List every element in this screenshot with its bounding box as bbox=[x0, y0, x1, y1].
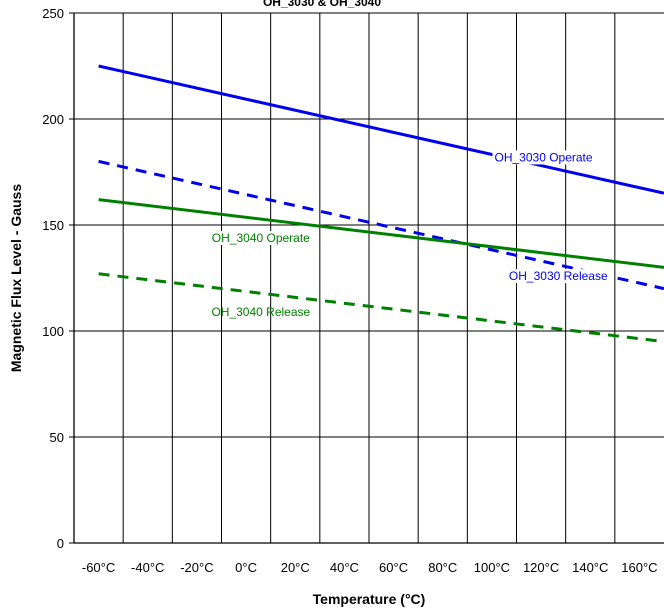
series-label-background bbox=[506, 269, 610, 284]
series-label: OH_3040 Release bbox=[211, 305, 310, 319]
series-layer bbox=[98, 64, 664, 344]
series-label: OH_3040 Operate bbox=[212, 231, 310, 245]
y-axis-title: Magnetic Flux Level - Gauss bbox=[8, 184, 24, 372]
x-tick-label: 120°C bbox=[523, 560, 559, 575]
x-tick-label: 160°C bbox=[621, 560, 657, 575]
series-line-oh-3030-operate bbox=[98, 64, 664, 195]
x-tick-label: 100°C bbox=[474, 560, 510, 575]
series-line-oh-3030-release bbox=[98, 159, 664, 291]
axis-layer: -60°C -40°C -20°C 0°C 20°C 40°C 60°C 80°C 100°C 1… bbox=[42, 6, 664, 575]
x-tick-label: 140°C bbox=[572, 560, 608, 575]
series-label: OH_3030 Operate bbox=[495, 150, 593, 164]
x-tick-label: 80°C bbox=[428, 560, 457, 575]
series-line-oh-3040-operate bbox=[98, 198, 664, 269]
series-label: OH_3030 Release bbox=[509, 269, 608, 283]
x-axis-title: Temperature (°C) bbox=[313, 591, 426, 607]
y-tick-label: 100 bbox=[42, 324, 64, 339]
series-label-background bbox=[209, 230, 313, 245]
series-label-background bbox=[492, 150, 595, 165]
x-tick-label: 20°C bbox=[281, 560, 310, 575]
chart-title: OH_3030 & OH_3040 bbox=[263, 0, 381, 9]
y-tick-label: 0 bbox=[57, 536, 64, 551]
x-tick-label: 40°C bbox=[330, 560, 359, 575]
x-tick-label: -60°C bbox=[82, 560, 115, 575]
y-tick-label: 150 bbox=[42, 218, 64, 233]
y-tick-label: 50 bbox=[50, 430, 64, 445]
x-tick-label: 0°C bbox=[235, 560, 257, 575]
x-tick-label: -40°C bbox=[131, 560, 164, 575]
series-label-layer: OH_3030 Operate OH_3030 Release OH_3040 Op… bbox=[209, 150, 610, 319]
y-tick-label: 250 bbox=[42, 6, 64, 21]
y-tick-label: 200 bbox=[42, 112, 64, 127]
x-tick-label: -20°C bbox=[180, 560, 213, 575]
x-tick-label: 60°C bbox=[379, 560, 408, 575]
